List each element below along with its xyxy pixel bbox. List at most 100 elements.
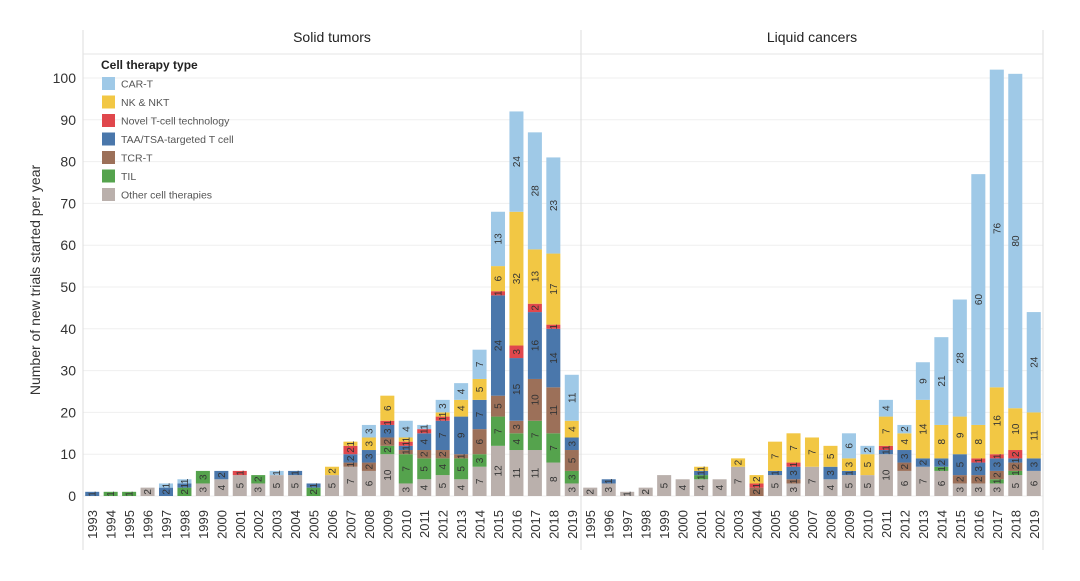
data-label: 3 [992, 461, 1003, 467]
bar-stack-2003: 51 [269, 470, 284, 496]
bar-stack-2012: 5 4 2 7 11 3 [435, 399, 450, 496]
data-label: 2 [364, 464, 375, 470]
data-label: 3 [401, 487, 412, 493]
bar-segment-other-cell-therapies [786, 483, 801, 496]
bar-segment-other-cell-therapies [546, 462, 561, 496]
bar-segment-til [454, 458, 469, 480]
legend-label: Novel T-cell technology [121, 116, 230, 128]
data-label: 3 [974, 466, 985, 472]
bar-segment-til [527, 420, 542, 451]
data-label: 2 [383, 447, 394, 453]
bar-segment-nk-nkt [804, 437, 820, 467]
data-label: 28 [955, 352, 966, 364]
bar-segment-til [1008, 470, 1023, 476]
bar-segment-novel-t-cell-technology [417, 429, 432, 434]
data-label: 2 [863, 447, 874, 453]
data-label: 5 [863, 482, 874, 488]
data-label: 3 [512, 349, 523, 355]
bar-segment-other-cell-therapies [823, 479, 838, 496]
data-label: 1 [235, 470, 246, 476]
x-tick-label: 2008 [823, 510, 838, 539]
bar-segment-other-cell-therapies [638, 487, 653, 496]
data-label: 1 [162, 482, 173, 488]
bar-segment-nk-nkt [897, 433, 912, 451]
bar-segment-novel-t-cell-technology [749, 483, 764, 488]
data-label: 2 [438, 451, 449, 457]
data-label: 1 [346, 441, 357, 447]
bar-segment-other-cell-therapies [343, 466, 358, 496]
bar-stack-2008: 6 2 3 3 3 [361, 424, 376, 496]
bar-segment-taa-tsa-targeted-t-cell [490, 295, 506, 396]
bar-segment-other-cell-therapies [897, 470, 912, 496]
bar-segment-other-cell-therapies [380, 454, 395, 496]
bar-segment-til [251, 475, 266, 484]
bar-stack-1996: 2 [140, 487, 155, 496]
data-label: 1 [697, 474, 708, 480]
bar-segment-novel-t-cell-technology [380, 420, 395, 425]
data-label: 5 [457, 466, 468, 472]
data-label: 8 [937, 438, 948, 444]
y-axis: Number of new trials started per year 0 1… [27, 70, 76, 504]
bar-segment-taa-tsa-targeted-t-cell [601, 479, 616, 484]
data-label: 4 [217, 484, 228, 490]
bar-stack-2012: 6 2 3 4 2 [897, 424, 912, 496]
bar-segment-car-t [490, 211, 506, 267]
data-label: 7 [918, 478, 929, 484]
bar-segment-nk-nkt [546, 253, 561, 325]
x-tick-label: 2014 [473, 510, 488, 539]
data-label: 4 [881, 405, 892, 411]
data-label: 1 [1011, 457, 1022, 463]
gridlines [83, 77, 1043, 497]
bar-segment-nk-nkt [878, 416, 893, 446]
x-tick-label: 2016 [509, 510, 524, 539]
data-label: 7 [475, 478, 486, 484]
bar-segment-novel-t-cell-technology [878, 445, 893, 451]
data-label: 4 [512, 438, 523, 444]
bar-segment-taa-tsa-targeted-t-cell [398, 445, 413, 451]
data-label: 3 [567, 474, 578, 480]
bar-segment-tcr-t [527, 378, 542, 421]
x-tick-label: 2013 [916, 510, 931, 539]
x-tick-label: 2006 [787, 510, 802, 539]
bar-segment-tcr-t [1008, 462, 1023, 471]
bar-segment-taa-tsa-targeted-t-cell [454, 416, 469, 455]
data-label: 4 [715, 484, 726, 490]
data-label: 8 [974, 438, 985, 444]
legend-swatch [102, 77, 115, 90]
bar-segment-other-cell-therapies [324, 475, 340, 496]
legend-item-tcr-t: TCR-T [102, 151, 153, 165]
bar-segment-taa-tsa-targeted-t-cell [177, 483, 192, 488]
bar-segment-nk-nkt [768, 441, 783, 471]
bar-segment-other-cell-therapies [804, 466, 820, 496]
x-tick-label: 1993 [85, 510, 100, 539]
bar-segment-tcr-t [490, 395, 506, 417]
data-label: 1 [992, 478, 1003, 484]
data-label: 6 [364, 480, 375, 486]
data-label: 24 [1029, 356, 1040, 368]
bar-segment-nk-nkt [989, 387, 1004, 455]
legend-title: Cell therapy type [101, 58, 198, 72]
bar-segment-nk-nkt [454, 399, 469, 417]
bar-segment-taa-tsa-targeted-t-cell [989, 458, 1004, 471]
bar-segment-nk-nkt [860, 454, 875, 476]
x-tick-label: 2000 [676, 510, 691, 539]
bar-segment-nk-nkt [509, 211, 524, 346]
data-label: 7 [530, 432, 541, 438]
data-label: 1 [438, 411, 449, 417]
bar-segment-tcr-t [398, 450, 413, 455]
data-label: 4 [567, 426, 578, 432]
data-label: 1 [697, 470, 708, 476]
bar-stack-1993: 1 [85, 491, 100, 497]
legend-swatch [102, 151, 115, 164]
data-label: 1 [346, 461, 357, 467]
bar-segment-other-cell-therapies [841, 475, 856, 496]
legend-swatch [102, 114, 115, 127]
bar-segment-til [103, 491, 118, 496]
x-tick-label: 1999 [657, 510, 672, 539]
bar-stack-2000: 42 [214, 470, 229, 496]
bar-segment-car-t [509, 111, 524, 212]
y-tick-label: 60 [60, 237, 76, 253]
data-label: 1 [401, 441, 412, 447]
x-tick-label: 1996 [602, 510, 617, 539]
bar-stack-2013: 4 5 1 9 4 4 [454, 383, 469, 496]
